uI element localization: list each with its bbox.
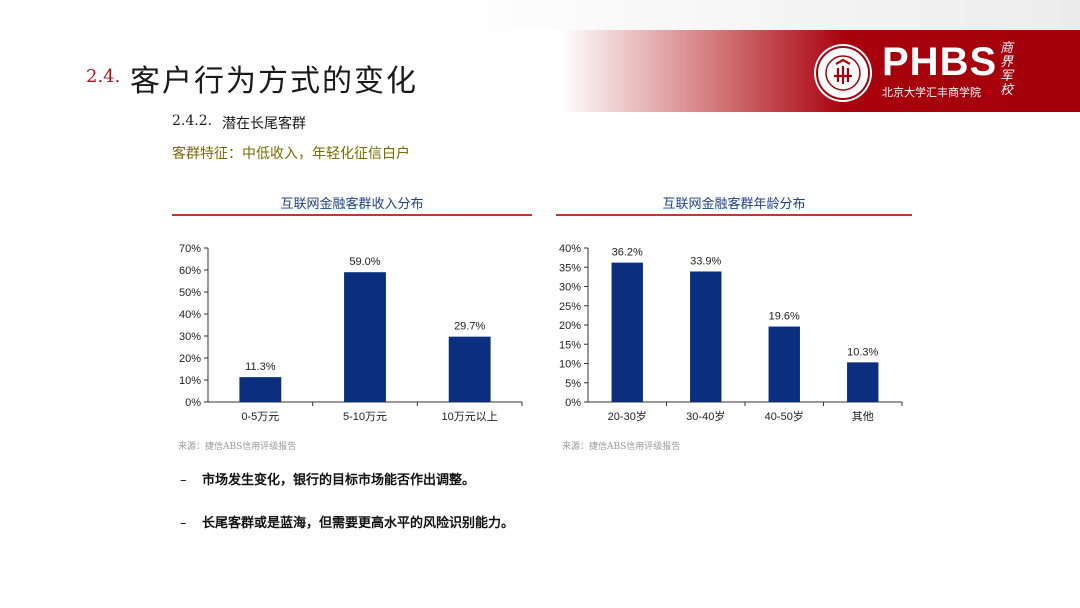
data-label: 10.3%	[847, 346, 878, 358]
y-tick-label: 20%	[559, 320, 581, 332]
data-label: 59.0%	[349, 256, 380, 268]
age-chart-rule	[556, 214, 912, 216]
y-tick-label: 30%	[179, 331, 201, 343]
x-tick-label: 其他	[852, 410, 874, 423]
section-number: 2.4.	[86, 66, 121, 87]
x-tick-label: 5-10万元	[343, 411, 387, 423]
university-seal-icon	[814, 44, 872, 102]
brand-subtitle: 北京大学汇丰商学院	[882, 86, 981, 99]
x-tick-label: 40-50岁	[765, 409, 804, 423]
header-gradient	[0, 0, 1080, 30]
y-tick-label: 60%	[179, 265, 201, 277]
y-tick-label: 30%	[559, 282, 581, 294]
x-tick-label: 30-40岁	[686, 409, 725, 423]
data-label: 11.3%	[245, 361, 276, 373]
data-label: 33.9%	[690, 255, 721, 267]
bullet-text: 长尾客群或是蓝海，但需要更高水平的风险识别能力。	[202, 516, 515, 531]
income-chart-rule	[172, 214, 532, 216]
bar	[768, 326, 800, 402]
x-tick-label: 0-5万元	[241, 411, 279, 423]
bar	[611, 262, 643, 402]
y-tick-label: 40%	[179, 309, 201, 321]
y-tick-label: 25%	[559, 301, 581, 313]
age-chart: 0% 5% 10% 15% 20% 25% 30% 35% 40% 36.2% 20-30岁 33.9…	[559, 243, 903, 423]
y-tick-label: 70%	[179, 243, 201, 255]
customer-feature-line: 客群特征：中低收入，年轻化征信白户	[172, 146, 410, 162]
income-chart: 0% 10% 20% 30% 40% 50% 60% 70% 11.3% 0-5万元 59.0% 5-…	[179, 243, 523, 423]
brand-name: PHBS	[882, 40, 998, 84]
y-tick-label: 20%	[179, 353, 201, 365]
x-tick-label: 10万元以上	[442, 410, 498, 423]
y-tick-label: 10%	[559, 359, 581, 371]
data-label: 36.2%	[612, 247, 643, 259]
age-chart-title: 互联网金融客群年龄分布	[662, 197, 806, 212]
bullet-dash: –	[180, 473, 187, 488]
data-label: 19.6%	[769, 311, 800, 323]
y-tick-label: 5%	[565, 378, 581, 390]
bullet-item: – 长尾客群或是蓝海，但需要更高水平的风险识别能力。	[180, 512, 514, 531]
bullet-text: 市场发生变化，银行的目标市场能否作出调整。	[202, 473, 476, 488]
bar	[448, 336, 491, 402]
bullet-item: – 市场发生变化，银行的目标市场能否作出调整。	[180, 469, 475, 488]
y-tick-label: 35%	[559, 262, 581, 274]
y-tick-label: 0%	[565, 397, 581, 409]
x-tick-label: 20-30岁	[608, 409, 647, 423]
income-chart-title: 互联网金融客群收入分布	[280, 197, 424, 212]
bar	[344, 272, 386, 402]
bar	[690, 271, 722, 402]
y-tick-label: 40%	[559, 243, 581, 255]
data-label: 29.7%	[454, 321, 485, 333]
y-tick-label: 10%	[179, 375, 201, 387]
page-title: 客户行为方式的变化	[130, 64, 418, 99]
bar	[847, 362, 879, 402]
age-chart-source: 来源：捷信ABS信用评级报告	[562, 442, 681, 452]
bullet-dash: –	[180, 516, 187, 531]
brand-calligraphy: 商界军校	[1000, 41, 1014, 98]
bar	[239, 377, 282, 402]
y-tick-label: 0%	[185, 397, 201, 409]
y-tick-label: 15%	[559, 339, 581, 351]
subsection-title: 潜在长尾客群	[222, 116, 306, 132]
income-chart-source: 来源：捷信ABS信用评级报告	[178, 442, 297, 452]
subsection-number: 2.4.2.	[172, 113, 213, 129]
y-tick-label: 50%	[179, 287, 201, 299]
